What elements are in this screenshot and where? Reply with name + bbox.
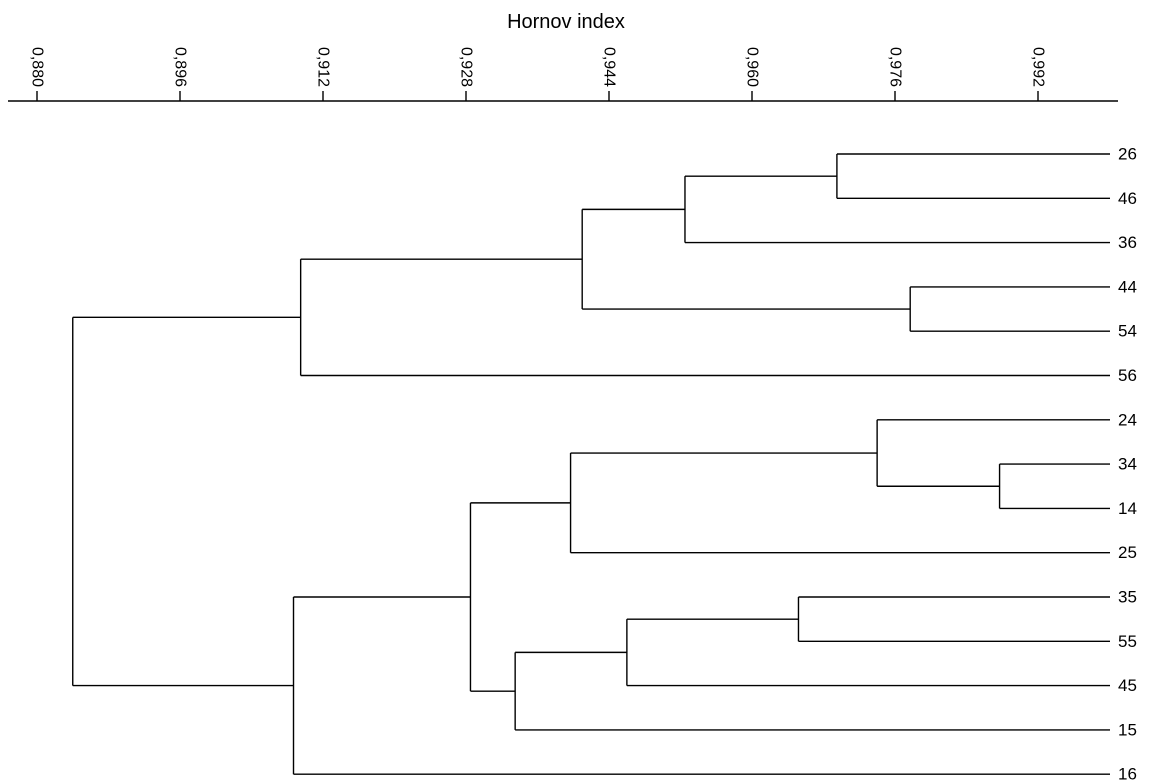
axis-tick-label: 0,896 — [172, 47, 189, 87]
leaf-label: 55 — [1118, 632, 1137, 651]
leaf-label: 26 — [1118, 145, 1137, 164]
leaf-label: 35 — [1118, 588, 1137, 607]
leaf-label: 45 — [1118, 676, 1137, 695]
leaf-label: 46 — [1118, 189, 1137, 208]
leaf-label: 15 — [1118, 720, 1137, 739]
leaf-label: 24 — [1118, 410, 1137, 429]
leaf-label: 14 — [1118, 499, 1137, 518]
axis-tick-labels: 0,880 0,896 0,912 0,928 0,944 0,960 0,976 0,992 — [29, 47, 1047, 87]
leaf-label: 25 — [1118, 543, 1137, 562]
leaf-labels: 26 46 36 44 54 56 24 34 14 25 35 55 45 15 16 — [1118, 145, 1137, 781]
dendrogram-tree — [72, 153, 1110, 775]
axis-tick-label: 0,976 — [887, 47, 904, 87]
leaf-label: 34 — [1118, 455, 1137, 474]
axis-tick-label: 0,960 — [744, 47, 761, 87]
axis-tick-label: 0,944 — [601, 47, 618, 87]
axis-title: Hornov index — [507, 11, 625, 33]
leaf-label: 54 — [1118, 322, 1137, 341]
axis-ticks — [36, 91, 1039, 101]
axis-tick-label: 0,928 — [458, 47, 475, 87]
leaf-label: 36 — [1118, 233, 1137, 252]
axis-tick-label: 0,912 — [315, 47, 332, 87]
axis-tick-label: 0,880 — [29, 47, 46, 87]
leaf-label: 44 — [1118, 277, 1137, 296]
leaf-label: 16 — [1118, 765, 1137, 781]
leaf-label: 56 — [1118, 366, 1137, 385]
axis-tick-label: 0,992 — [1030, 47, 1047, 87]
